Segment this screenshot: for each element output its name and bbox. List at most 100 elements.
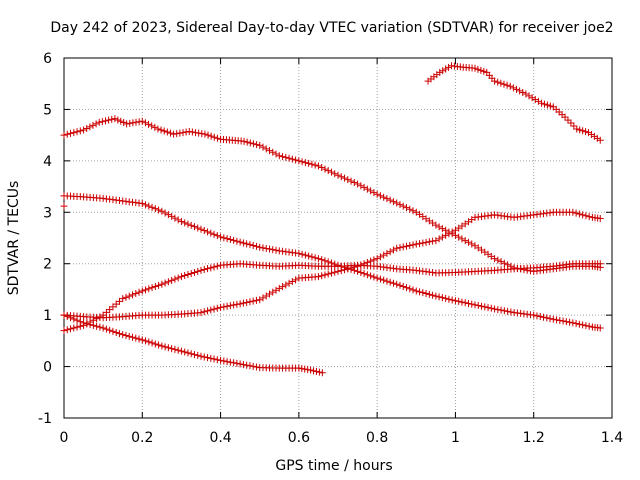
data-point <box>272 150 280 158</box>
data-point <box>160 127 168 135</box>
data-point <box>63 312 71 320</box>
x-tick-label: 1.4 <box>601 430 623 446</box>
data-point <box>422 238 430 246</box>
data-point <box>210 305 218 313</box>
data-point <box>360 260 368 268</box>
data-point <box>122 332 130 340</box>
data-point <box>305 252 313 260</box>
data-point <box>494 256 502 264</box>
x-tick-label: 1 <box>451 430 460 446</box>
data-point <box>367 187 375 195</box>
data-point <box>122 293 130 301</box>
data-point <box>438 294 446 302</box>
data-point <box>531 96 539 104</box>
data-point <box>256 243 264 251</box>
data-point <box>596 260 604 268</box>
data-point <box>318 164 326 172</box>
data-point <box>596 136 604 144</box>
data-point <box>275 284 283 292</box>
data-point <box>562 318 570 326</box>
series-stray <box>60 202 68 210</box>
data-point <box>304 366 312 374</box>
data-point <box>582 128 590 136</box>
data-point <box>370 189 378 197</box>
data-point <box>269 288 277 296</box>
data-point <box>73 323 81 331</box>
data-point <box>497 258 505 266</box>
x-tick-label: 0.4 <box>209 430 231 446</box>
data-point <box>243 298 251 306</box>
data-point <box>305 159 313 167</box>
data-point <box>409 207 417 215</box>
data-point <box>474 65 482 73</box>
data-point <box>331 170 339 178</box>
data-point <box>383 277 391 285</box>
data-point <box>233 237 241 245</box>
data-point <box>207 229 215 237</box>
data-point <box>569 319 577 327</box>
data-point <box>445 63 453 71</box>
data-point <box>285 154 293 162</box>
data-point <box>252 242 260 250</box>
data-point <box>275 152 283 160</box>
data-point <box>318 369 326 377</box>
data-point <box>249 242 257 250</box>
data-point <box>403 204 410 212</box>
y-tick-label: 2 <box>43 257 52 273</box>
data-point <box>512 85 520 93</box>
data-point <box>419 239 427 247</box>
data-point <box>174 346 182 354</box>
data-point <box>367 257 375 265</box>
data-point <box>114 116 122 124</box>
data-point <box>194 351 202 359</box>
data-point <box>177 347 185 355</box>
x-axis-ticks: 0 0.2 0.4 0.6 0.8 1 1.2 1.4 <box>60 58 623 446</box>
x-tick-label: 1.2 <box>523 430 545 446</box>
data-point <box>442 231 450 239</box>
data-point <box>393 199 401 207</box>
data-point <box>536 313 544 321</box>
data-point <box>246 362 254 370</box>
y-tick-label: 5 <box>43 102 52 118</box>
data-point <box>582 212 590 220</box>
series-sat-e <box>60 311 326 377</box>
data-point <box>386 248 394 256</box>
data-point <box>350 263 358 271</box>
data-point <box>298 250 306 258</box>
data-point <box>572 209 580 217</box>
data-point <box>223 358 231 366</box>
data-point <box>534 97 542 105</box>
data-point <box>380 193 388 201</box>
data-point <box>432 292 440 300</box>
data-point <box>197 266 205 274</box>
data-point <box>399 243 407 251</box>
data-point <box>506 82 514 90</box>
data-point <box>576 126 584 134</box>
data-point <box>292 156 300 164</box>
data-point <box>360 183 368 191</box>
data-point <box>481 303 489 311</box>
data-point <box>204 131 212 139</box>
data-point <box>579 127 587 135</box>
data-point <box>204 265 212 273</box>
data-point <box>155 281 163 289</box>
data-point <box>412 240 420 248</box>
data-point <box>543 314 551 322</box>
data-point <box>367 272 375 280</box>
data-point <box>67 129 75 137</box>
data-point <box>252 363 260 371</box>
data-point <box>464 238 472 246</box>
data-points <box>60 62 604 377</box>
data-point <box>226 236 234 244</box>
data-point <box>337 267 345 275</box>
data-point <box>194 267 202 275</box>
data-point <box>164 344 172 352</box>
data-point <box>125 332 133 340</box>
data-point <box>425 238 433 246</box>
data-point <box>173 130 181 138</box>
data-point <box>373 190 381 198</box>
data-point <box>92 120 100 128</box>
data-point <box>148 284 156 292</box>
series-sat-d <box>60 208 604 322</box>
data-point <box>99 324 107 332</box>
